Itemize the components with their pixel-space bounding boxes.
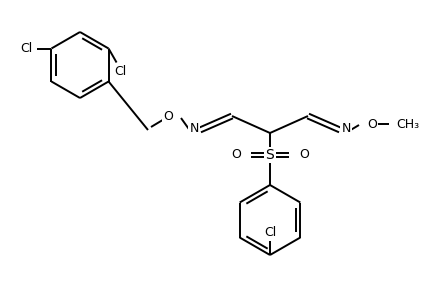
Text: CH₃: CH₃ <box>396 117 420 131</box>
Text: N: N <box>341 122 351 134</box>
Text: S: S <box>266 148 274 162</box>
Text: Cl: Cl <box>264 226 276 240</box>
Text: Cl: Cl <box>20 42 33 55</box>
Text: Cl: Cl <box>115 65 127 78</box>
Text: O: O <box>163 109 173 122</box>
Text: O: O <box>231 148 241 162</box>
Text: O: O <box>299 148 309 162</box>
Text: N: N <box>189 122 199 134</box>
Text: O: O <box>367 117 377 131</box>
